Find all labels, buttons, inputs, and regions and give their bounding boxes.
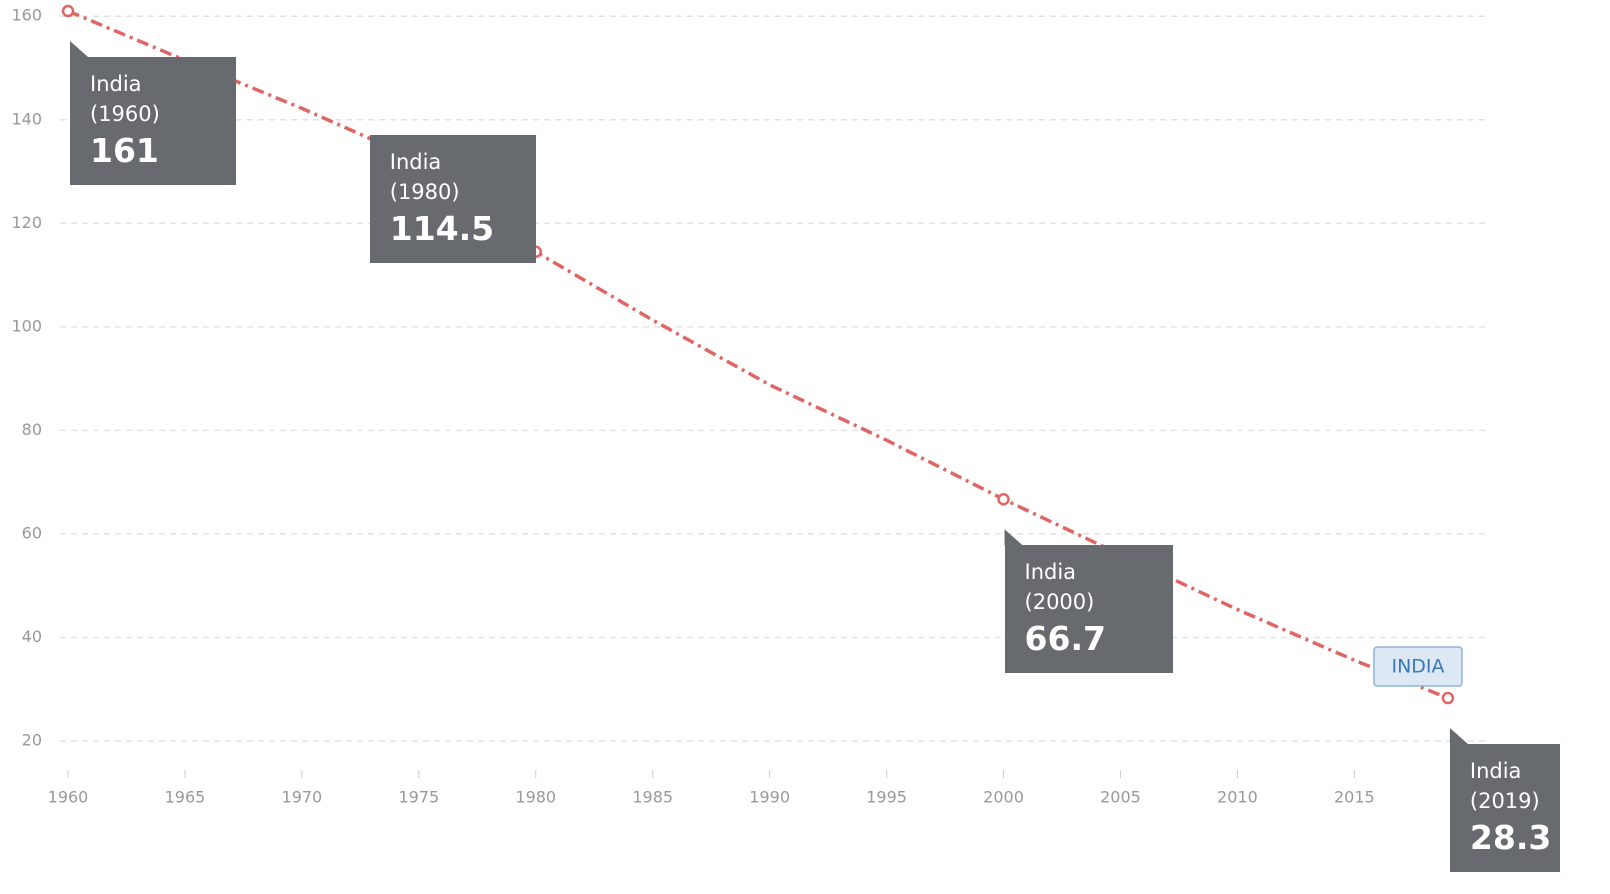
- tooltip: India (2019) 28.3: [1449, 744, 1560, 873]
- y-tick-label: 60: [22, 523, 42, 542]
- legend-box: [1373, 646, 1463, 687]
- x-tick-label: 1995: [866, 788, 907, 807]
- x-tick-label: 2010: [1217, 788, 1258, 807]
- x-tick-label: 1970: [282, 788, 323, 807]
- series-line: [67, 9, 1449, 700]
- tooltip-label: India (2000): [1024, 560, 1095, 615]
- point-marker: [1441, 691, 1455, 705]
- x-tick-label: 1965: [165, 788, 206, 807]
- y-tick-label: 40: [22, 627, 42, 646]
- x-tick-label: 2015: [1334, 788, 1375, 807]
- x-tick-label: 1975: [398, 788, 439, 807]
- x-tick-label: 1990: [749, 788, 790, 807]
- x-tick-label: 2005: [1100, 788, 1141, 807]
- point-marker: [997, 492, 1010, 506]
- tooltip-label: India (1980): [389, 149, 460, 204]
- tooltip-label: India (1960): [90, 72, 160, 127]
- x-tick-label: 1985: [632, 788, 673, 807]
- x-tick-label: 2000: [983, 788, 1024, 807]
- tooltip: India (1980) 114.5: [369, 134, 536, 263]
- x-tick-label: 1980: [515, 788, 556, 807]
- tooltip-value: 28.3: [1469, 818, 1552, 858]
- tooltip-pointer: [1449, 728, 1468, 745]
- tooltip: India (1960) 161: [70, 57, 236, 186]
- tooltip-value: 114.5: [389, 208, 495, 248]
- tooltip-value: 66.7: [1024, 619, 1106, 659]
- tooltip-value: 161: [90, 131, 159, 171]
- tooltip: India (2000) 66.7: [1004, 545, 1173, 674]
- y-tick-label: 120: [11, 213, 42, 232]
- x-tick-label: 1960: [48, 788, 89, 807]
- y-tick-label: 160: [11, 6, 42, 25]
- tooltip-pointer: [70, 41, 88, 58]
- point-marker: [61, 4, 75, 18]
- y-tick-label: 20: [22, 731, 42, 750]
- tooltip-pointer: [1004, 529, 1023, 546]
- y-tick-label: 140: [11, 109, 42, 128]
- tooltip-label: India (2019): [1469, 759, 1540, 814]
- legend-label: INDIA: [1391, 656, 1444, 678]
- y-tick-label: 80: [22, 420, 42, 439]
- y-tick-label: 100: [11, 316, 42, 335]
